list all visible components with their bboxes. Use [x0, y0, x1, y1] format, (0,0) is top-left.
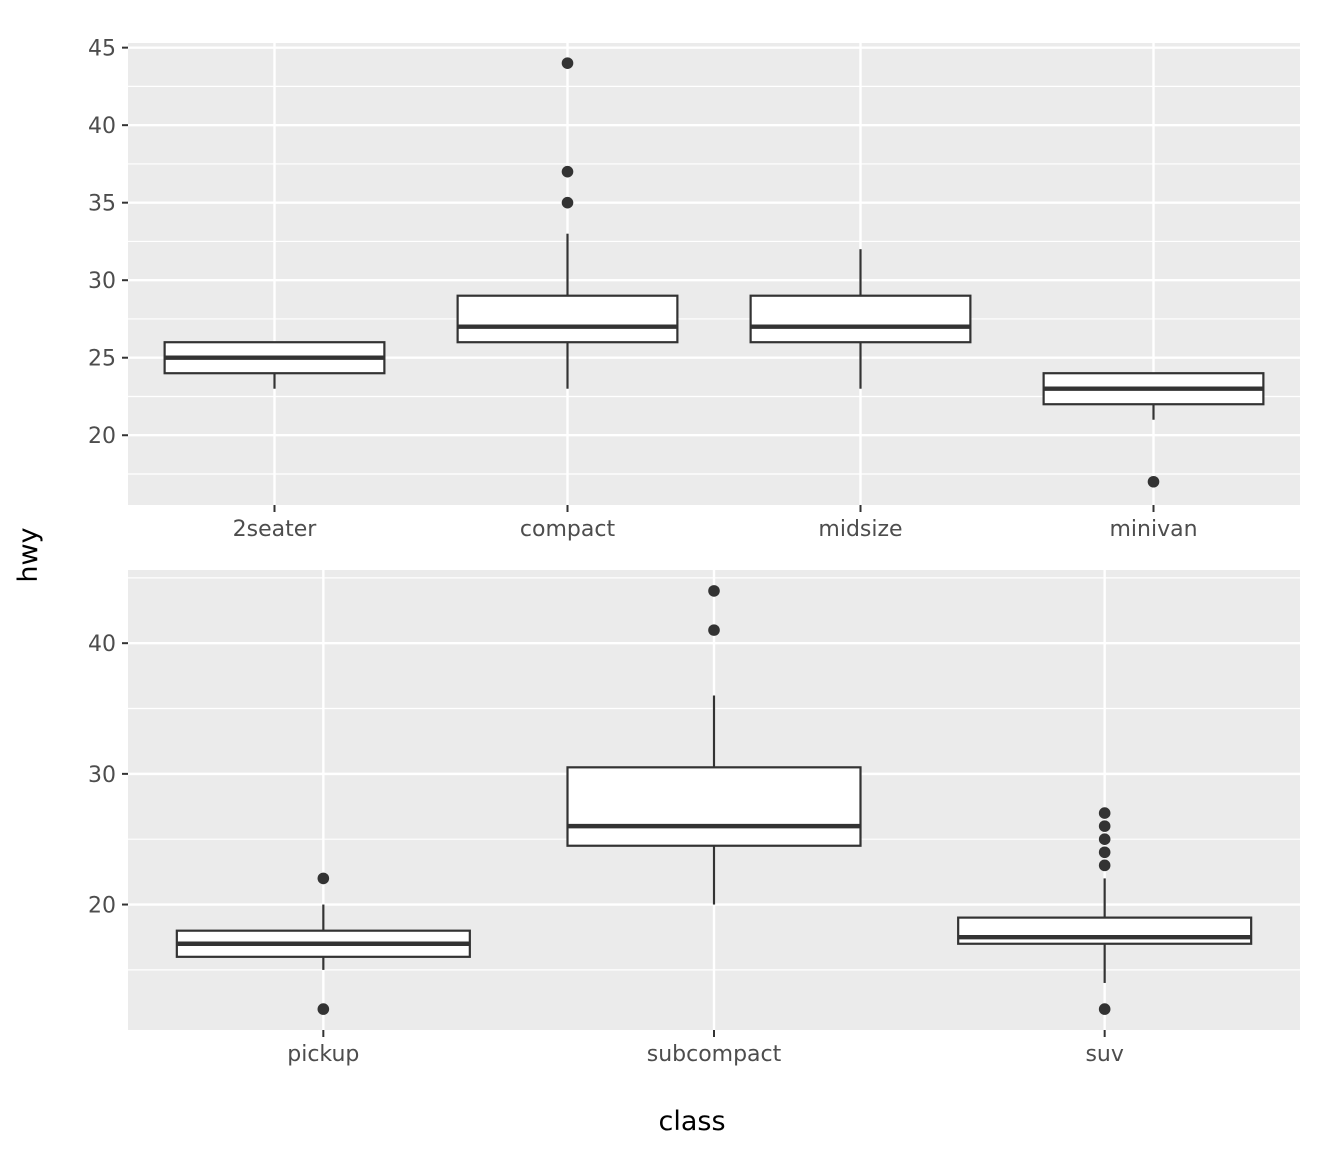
box-2seater [163, 341, 386, 389]
iqr-box [957, 916, 1253, 945]
y-tick-label: 20 [88, 424, 116, 449]
outlier-point [1098, 820, 1111, 832]
outlier-point [1147, 475, 1160, 488]
box-compact [456, 57, 679, 389]
panel-background [128, 43, 1300, 505]
box-minivan [1042, 372, 1265, 488]
panels-layer: 20 25 30 35 40 45 2seater compact midsize minivan… [88, 37, 1300, 1067]
x-tick-label-minivan: minivan [1109, 517, 1197, 542]
iqr-box [456, 294, 679, 344]
outlier-point [1098, 859, 1111, 872]
outlier-point [317, 872, 330, 885]
x-tick-label-pickup: pickup [287, 1042, 359, 1067]
outlier-point [1098, 833, 1111, 846]
outlier-point [708, 624, 720, 636]
box-midsize [749, 249, 972, 389]
iqr-box [566, 766, 862, 847]
x-tick-label-2seater: 2seater [233, 517, 318, 542]
outlier-point [561, 57, 574, 69]
x-axis-title: class [658, 1106, 725, 1137]
y-tick-label: 30 [88, 763, 116, 788]
box-suv [957, 807, 1253, 1015]
x-tick-label-subcompact: subcompact [647, 1042, 782, 1067]
y-axis-title: hwy [13, 527, 44, 582]
outlier-point [561, 165, 574, 178]
outlier-point [1098, 807, 1111, 819]
x-tick-label-suv: suv [1085, 1042, 1123, 1067]
y-tick-label: 40 [88, 114, 116, 139]
y-tick-label: 25 [88, 347, 116, 372]
outlier-point [1098, 846, 1111, 859]
outlier-point [561, 196, 574, 209]
iqr-box [749, 294, 972, 344]
outlier-point [317, 1003, 330, 1015]
box-subcompact [566, 585, 862, 905]
y-tick-label: 40 [88, 632, 116, 657]
y-tick-label: 35 [88, 192, 116, 217]
x-tick-label-compact: compact [520, 517, 616, 542]
outlier-point [708, 585, 720, 597]
outlier-point [1098, 1003, 1111, 1015]
panel-2: 20 30 40 pickup subcompact suv [88, 570, 1300, 1067]
y-tick-label: 20 [88, 894, 116, 919]
box-pickup [175, 872, 471, 1015]
y-tick-label: 45 [88, 37, 116, 62]
y-tick-label: 30 [88, 269, 116, 294]
x-tick-label-midsize: midsize [818, 517, 902, 542]
panel-1: 20 25 30 35 40 45 2seater compact midsize minivan [88, 37, 1300, 542]
